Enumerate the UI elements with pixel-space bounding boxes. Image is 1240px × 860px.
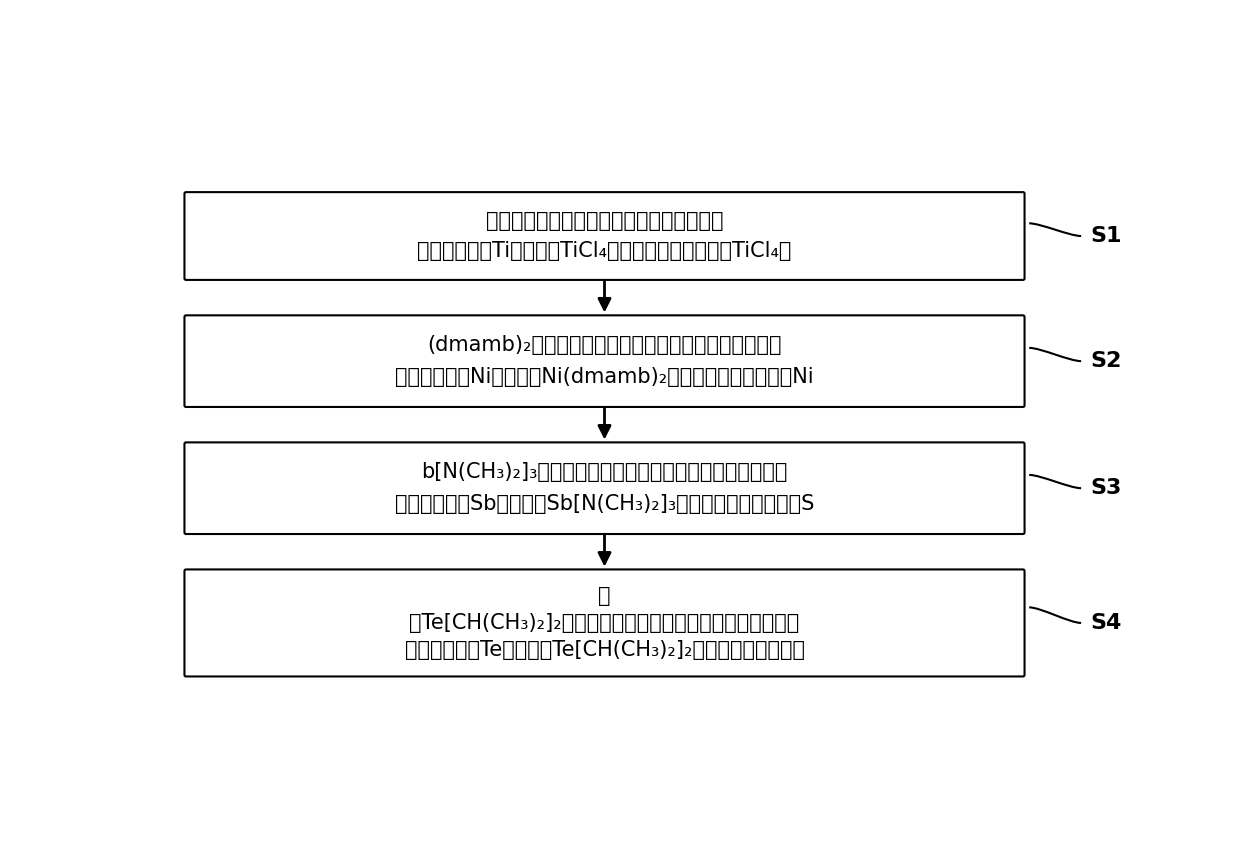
Text: S4: S4 (1090, 613, 1122, 633)
FancyBboxPatch shape (185, 192, 1024, 280)
Text: (dmamb)₂，引入氢等离子体进行反应，清洗反应副产物: (dmamb)₂，引入氢等离子体进行反应，清洗反应副产物 (428, 335, 781, 355)
Text: 引入氢等离子体进行反应，清洗反应副产物: 引入氢等离子体进行反应，清洗反应副产物 (486, 211, 723, 230)
FancyBboxPatch shape (185, 316, 1024, 407)
Text: b[N(CH₃)₂]₃，引入氢等离子体进行反应，清洗反应副产物: b[N(CH₃)₂]₃，引入氢等离子体进行反应，清洗反应副产物 (422, 463, 787, 482)
FancyBboxPatch shape (185, 442, 1024, 534)
Text: 物: 物 (598, 586, 611, 606)
Text: S2: S2 (1090, 351, 1122, 372)
Text: 在基底上引入Sb的前驱体Sb[N(CH₃)₂]₃脉冲，清洗未被吸收的S: 在基底上引入Sb的前驱体Sb[N(CH₃)₂]₃脉冲，清洗未被吸收的S (394, 494, 815, 514)
Text: 在基底上引入Ni的前驱体Ni(dmamb)₂脉冲，清洗未被吸收的Ni: 在基底上引入Ni的前驱体Ni(dmamb)₂脉冲，清洗未被吸收的Ni (396, 367, 813, 387)
Text: 在基底上引入Te的前驱体Te[CH(CH₃)₂]₂脉冲，清洗未被吸收: 在基底上引入Te的前驱体Te[CH(CH₃)₂]₂脉冲，清洗未被吸收 (404, 640, 805, 660)
Text: S3: S3 (1090, 478, 1122, 498)
Text: 在基底上引入Ti的前驱体TiCl₄脉冲，清洗未被吸收的TiCl₄，: 在基底上引入Ti的前驱体TiCl₄脉冲，清洗未被吸收的TiCl₄， (418, 242, 791, 261)
Text: 的Te[CH(CH₃)₂]₂，引入氢等离子体进行反应，清洗反应副产: 的Te[CH(CH₃)₂]₂，引入氢等离子体进行反应，清洗反应副产 (409, 613, 800, 633)
Text: S1: S1 (1090, 226, 1122, 246)
FancyBboxPatch shape (185, 569, 1024, 677)
